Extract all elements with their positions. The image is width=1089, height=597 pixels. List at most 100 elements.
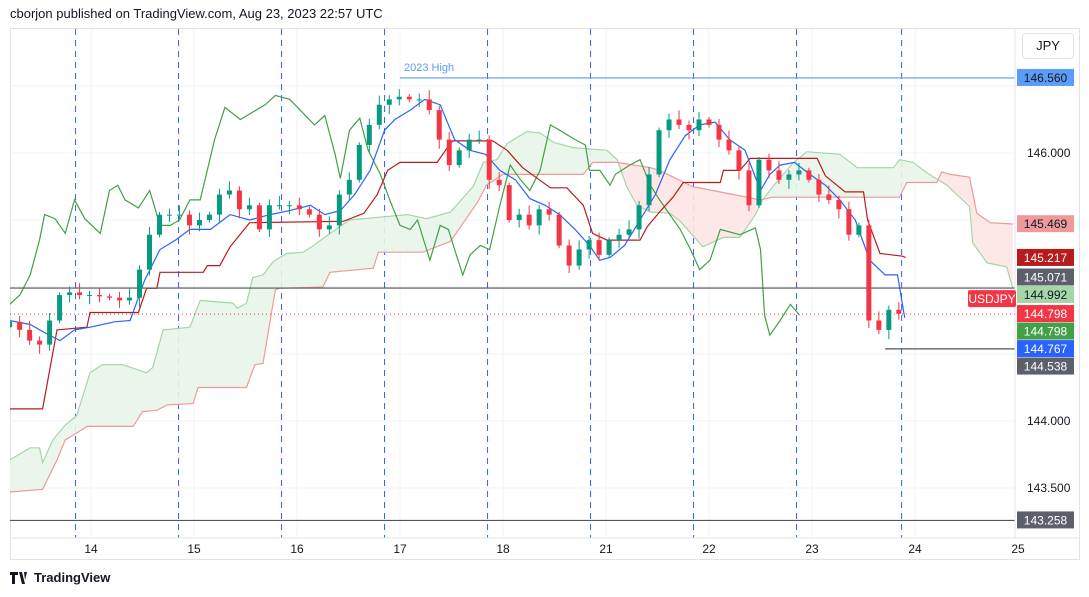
price-label-bg (1017, 357, 1074, 375)
candle-body (10, 321, 13, 328)
price-label-text: 144.798 (1024, 307, 1068, 321)
candle-body (616, 234, 622, 241)
candle (696, 111, 702, 137)
time-axis-tick: 17 (393, 542, 407, 556)
candle-body (406, 96, 412, 100)
candle-body (346, 179, 352, 195)
cloud-bullish-fill (10, 131, 1013, 492)
candle (107, 293, 113, 301)
candle-body (156, 214, 162, 235)
price-label-text: 145.217 (1024, 251, 1068, 265)
candle (17, 315, 23, 338)
candle (506, 182, 512, 223)
candle-body (466, 139, 472, 151)
price-label-bg (1017, 285, 1074, 303)
candle-body (496, 179, 502, 186)
candle-body (686, 124, 692, 131)
candle (776, 161, 782, 185)
candle-body (186, 214, 192, 226)
candle-body (786, 174, 792, 180)
candle-body (876, 320, 882, 330)
candle (756, 157, 762, 208)
currency-button[interactable]: JPY (1022, 33, 1074, 59)
candle (356, 142, 362, 183)
candle (196, 212, 202, 232)
candle (466, 133, 472, 158)
candle-body (626, 229, 632, 235)
candle-body (97, 295, 103, 297)
candle (206, 211, 212, 223)
candle (806, 167, 812, 183)
candle (216, 188, 222, 223)
candle (416, 93, 422, 107)
candle (147, 227, 153, 276)
candle (486, 135, 492, 189)
candle (286, 200, 292, 215)
candle-body (736, 150, 742, 171)
candle (396, 89, 402, 106)
candle-body (436, 110, 442, 140)
candle (166, 208, 172, 223)
candle-body (87, 295, 93, 297)
candle-body (526, 214, 532, 226)
candle (366, 118, 372, 153)
candle (27, 320, 33, 345)
candle (576, 240, 582, 270)
candle (456, 147, 462, 168)
candle (646, 166, 652, 212)
tradingview-logo-icon (10, 571, 27, 584)
candle (516, 208, 522, 228)
candle-body (726, 139, 732, 151)
candle-body (286, 205, 292, 207)
price-label-bg (1017, 248, 1074, 266)
candle-body (67, 292, 73, 296)
candle (446, 132, 452, 171)
candle (47, 312, 53, 351)
candle-body (806, 170, 812, 180)
price-label-bg (1017, 322, 1074, 340)
candle-body (236, 190, 242, 210)
candle-body (316, 214, 322, 230)
candle (816, 173, 822, 203)
candle (346, 172, 352, 201)
candle-body (476, 139, 482, 141)
candle (796, 162, 802, 181)
candle (336, 190, 342, 235)
candle-body (376, 104, 382, 125)
candle-body (196, 220, 202, 226)
candle-body (306, 209, 312, 215)
publisher-caption: cborjon published on TradingView.com, Au… (10, 6, 383, 21)
candle-body (266, 205, 272, 230)
candle-body (796, 170, 802, 175)
logo-text: TradingView (34, 570, 111, 585)
price-label-bg (1017, 215, 1074, 233)
high-2023-label: 2023 High (404, 62, 454, 74)
candle (176, 205, 182, 219)
price-axis-label: 145.469 (1017, 215, 1074, 233)
candle (586, 235, 592, 259)
candle (77, 283, 83, 300)
candle-body (77, 292, 83, 296)
candle-body (336, 194, 342, 226)
tradingview-logo[interactable]: TradingView (10, 570, 110, 585)
time-axis-tick: 15 (187, 542, 201, 556)
candle (236, 186, 242, 219)
price-label-text: 144.538 (1024, 360, 1068, 374)
kijun-sen-line (10, 140, 906, 410)
time-axis-tick: 24 (908, 542, 922, 556)
candle-body (576, 249, 582, 266)
symbol-tag-text: USDJPY (968, 292, 1015, 306)
candle-body (666, 119, 672, 131)
senkou-span-b-line (10, 161, 1013, 493)
candle-body (566, 245, 572, 266)
price-label-text: 146.560 (1024, 71, 1068, 85)
candle (766, 153, 772, 178)
candle (57, 292, 63, 324)
candle-body (366, 124, 372, 145)
candle (87, 290, 93, 305)
price-axis-tick: 144.000 (1027, 414, 1071, 428)
candle-body (176, 214, 182, 216)
candle (156, 211, 162, 238)
candle (426, 90, 432, 115)
